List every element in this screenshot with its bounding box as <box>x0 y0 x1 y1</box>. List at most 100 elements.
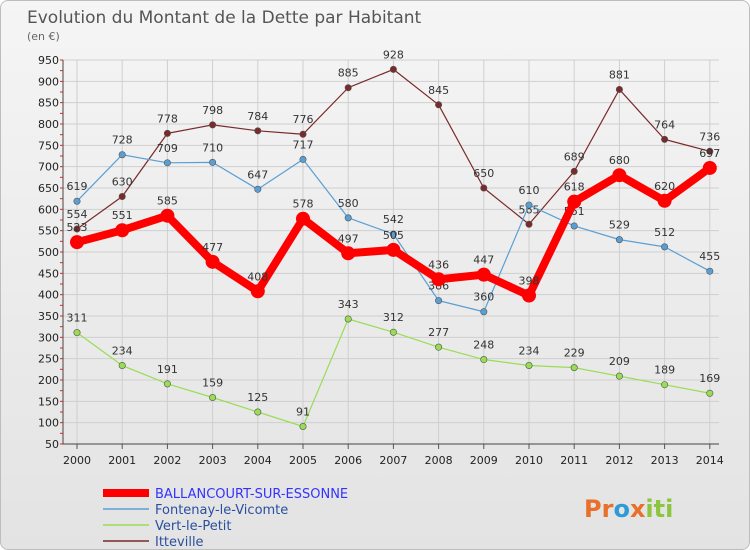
data-point <box>73 197 81 205</box>
x-tick-label: 2003 <box>199 454 227 467</box>
data-point <box>160 208 175 223</box>
data-label: 209 <box>609 355 630 368</box>
y-tick-label: 150 <box>38 395 59 408</box>
data-label: 697 <box>699 147 720 160</box>
data-label: 277 <box>428 326 449 339</box>
data-point <box>431 272 446 287</box>
data-label: 159 <box>202 376 223 389</box>
data-label: 312 <box>383 311 404 324</box>
data-point <box>570 222 578 230</box>
data-point <box>163 380 171 388</box>
data-label: 497 <box>338 232 359 245</box>
x-tick-label: 2008 <box>425 454 453 467</box>
y-tick-label: 500 <box>38 246 59 259</box>
y-tick-label: 650 <box>38 182 59 195</box>
data-label: 505 <box>383 229 404 242</box>
data-label: 689 <box>564 150 585 163</box>
grid <box>63 59 719 445</box>
data-point <box>386 242 401 257</box>
data-point <box>706 389 714 397</box>
data-label: 710 <box>202 141 223 154</box>
data-label: 647 <box>247 168 268 181</box>
legend-label: BALLANCOURT-SUR-ESSONNE <box>155 487 348 502</box>
data-point <box>706 267 714 275</box>
legend-label: Vert-le-Petit <box>155 519 232 534</box>
data-label: 523 <box>67 221 88 234</box>
data-label: 408 <box>247 270 268 283</box>
y-tick-label: 700 <box>38 161 59 174</box>
data-point <box>209 393 217 401</box>
x-tick-label: 2011 <box>560 454 588 467</box>
y-tick-label: 850 <box>38 97 59 110</box>
data-point <box>70 235 84 250</box>
data-point <box>209 121 217 129</box>
data-label: 680 <box>609 154 630 167</box>
data-point <box>344 315 352 323</box>
data-point <box>567 194 582 209</box>
data-label: 189 <box>654 364 675 377</box>
data-point <box>706 147 714 155</box>
data-label: 845 <box>428 84 449 97</box>
x-tick-label: 2010 <box>515 454 543 467</box>
data-point <box>209 158 217 166</box>
data-label: 717 <box>293 138 314 151</box>
data-point <box>163 129 171 137</box>
x-tick-label: 2004 <box>244 454 272 467</box>
data-label: 447 <box>473 254 494 267</box>
x-tick-label: 2007 <box>379 454 407 467</box>
data-point <box>657 193 672 208</box>
data-label: 650 <box>473 167 494 180</box>
x-tick-label: 2006 <box>334 454 362 467</box>
data-label: 610 <box>519 184 540 197</box>
data-label: 565 <box>519 203 540 216</box>
data-label: 585 <box>157 195 178 208</box>
data-point <box>570 364 578 372</box>
data-label: 477 <box>202 241 223 254</box>
data-point <box>299 423 307 431</box>
data-label: 191 <box>157 363 178 376</box>
series-ballancourt-sur-essonne: 523 551 585 477 408 578 497 505 436 447 398 618 680 6… <box>67 147 720 303</box>
y-tick-label: 750 <box>38 139 59 152</box>
data-point <box>435 343 443 351</box>
data-point <box>476 267 491 282</box>
data-label: 169 <box>699 372 720 385</box>
data-point <box>205 254 220 269</box>
x-tick-label: 2002 <box>153 454 181 467</box>
data-point <box>615 236 623 244</box>
y-tick-label: 300 <box>38 331 59 344</box>
data-label: 578 <box>293 198 314 211</box>
data-point <box>344 214 352 222</box>
y-tick-label: 550 <box>38 225 59 238</box>
data-label: 455 <box>699 250 720 263</box>
data-point <box>661 135 669 143</box>
data-point <box>118 193 126 201</box>
x-tick-label: 2009 <box>470 454 498 467</box>
y-tick-label: 350 <box>38 310 59 323</box>
data-label: 709 <box>157 142 178 155</box>
data-label: 554 <box>67 208 88 221</box>
data-point <box>254 408 262 416</box>
data-point <box>612 168 627 183</box>
data-label: 234 <box>112 344 133 357</box>
y-tick-label: 400 <box>38 289 59 302</box>
data-point <box>299 130 307 138</box>
legend-label: Fontenay-le-Vicomte <box>155 503 288 518</box>
data-point <box>702 160 717 175</box>
data-label: 736 <box>699 130 720 143</box>
data-label: 311 <box>67 312 88 325</box>
data-label: 512 <box>654 226 675 239</box>
data-point <box>525 220 533 228</box>
data-point <box>570 167 578 175</box>
y-tick-label: 100 <box>38 417 59 430</box>
data-label: 234 <box>519 344 540 357</box>
data-label: 360 <box>473 291 494 304</box>
data-label: 436 <box>428 258 449 271</box>
data-point <box>115 223 130 238</box>
series-layer: 554 630 778 798 784 776 885 928 845 650 565 689 881 7… <box>67 48 720 431</box>
y-tick-label: 900 <box>38 75 59 88</box>
data-point <box>522 288 536 303</box>
data-label: 630 <box>112 176 133 189</box>
data-point <box>480 184 488 192</box>
chart-title: Evolution du Montant de la Dette par Hab… <box>27 8 422 28</box>
proxiti-logo: Proxiti <box>584 495 673 523</box>
